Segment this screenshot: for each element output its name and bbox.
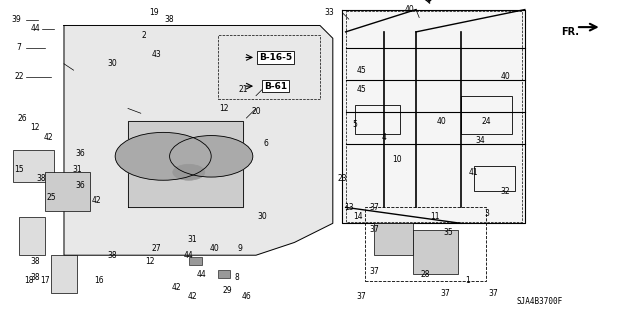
Circle shape bbox=[170, 136, 253, 177]
Text: 44: 44 bbox=[30, 24, 40, 33]
Text: 42: 42 bbox=[187, 292, 197, 301]
Bar bbox=[474, 166, 515, 191]
Bar bbox=[218, 270, 230, 278]
Text: 16: 16 bbox=[94, 276, 104, 285]
Polygon shape bbox=[64, 26, 333, 255]
Text: 45: 45 bbox=[356, 85, 367, 94]
Text: 32: 32 bbox=[500, 187, 511, 196]
Text: B-16-5: B-16-5 bbox=[259, 53, 292, 62]
Text: 8: 8 bbox=[234, 273, 239, 282]
Polygon shape bbox=[342, 10, 525, 223]
Text: 26: 26 bbox=[17, 114, 28, 122]
Text: 40: 40 bbox=[500, 72, 511, 81]
Text: 27: 27 bbox=[152, 244, 162, 253]
Bar bbox=[374, 223, 413, 255]
Text: 37: 37 bbox=[440, 289, 450, 298]
Text: 46: 46 bbox=[241, 292, 252, 301]
Text: 44: 44 bbox=[184, 251, 194, 260]
Text: 37: 37 bbox=[369, 225, 380, 234]
Text: 25: 25 bbox=[46, 193, 56, 202]
Text: 4: 4 bbox=[381, 133, 387, 142]
Text: 22: 22 bbox=[15, 72, 24, 81]
Text: 9: 9 bbox=[237, 244, 243, 253]
Text: 45: 45 bbox=[356, 66, 367, 75]
Text: 11: 11 bbox=[431, 212, 440, 221]
Text: 42: 42 bbox=[43, 133, 53, 142]
Bar bbox=[19, 217, 45, 255]
Text: FR.: FR. bbox=[561, 27, 579, 37]
Text: 7: 7 bbox=[17, 43, 22, 52]
Text: 37: 37 bbox=[369, 267, 380, 276]
Text: 39: 39 bbox=[11, 15, 21, 24]
Polygon shape bbox=[45, 172, 90, 211]
Text: 30: 30 bbox=[257, 212, 268, 221]
Text: 38: 38 bbox=[30, 257, 40, 266]
Bar bbox=[51, 255, 77, 293]
Text: 5: 5 bbox=[353, 120, 358, 129]
Text: 40: 40 bbox=[404, 5, 415, 14]
Text: 28: 28 bbox=[421, 270, 430, 279]
Text: 37: 37 bbox=[356, 292, 367, 301]
Text: 40: 40 bbox=[436, 117, 447, 126]
Text: 18: 18 bbox=[24, 276, 33, 285]
Text: 24: 24 bbox=[481, 117, 492, 126]
Text: 34: 34 bbox=[475, 136, 485, 145]
Text: 44: 44 bbox=[196, 270, 207, 279]
Text: 1: 1 bbox=[465, 276, 470, 285]
Text: 41: 41 bbox=[468, 168, 479, 177]
Polygon shape bbox=[128, 121, 243, 207]
Text: 29: 29 bbox=[222, 286, 232, 295]
Text: 38: 38 bbox=[164, 15, 175, 24]
Text: 23: 23 bbox=[337, 174, 348, 183]
Bar bbox=[189, 257, 202, 265]
Bar bbox=[365, 207, 486, 281]
Text: 13: 13 bbox=[344, 203, 354, 212]
Text: 30: 30 bbox=[107, 59, 117, 68]
Text: 21: 21 bbox=[239, 85, 248, 94]
Text: 37: 37 bbox=[488, 289, 498, 298]
Text: 43: 43 bbox=[152, 50, 162, 59]
Text: 42: 42 bbox=[91, 197, 101, 205]
Text: 42: 42 bbox=[171, 283, 181, 292]
Text: 12: 12 bbox=[146, 257, 155, 266]
Text: 38: 38 bbox=[107, 251, 117, 260]
Text: 31: 31 bbox=[187, 235, 197, 244]
Text: 14: 14 bbox=[353, 212, 364, 221]
Text: 15: 15 bbox=[14, 165, 24, 174]
Bar bbox=[13, 150, 54, 182]
Text: 12: 12 bbox=[220, 104, 228, 113]
Text: 38: 38 bbox=[30, 273, 40, 282]
Text: 12: 12 bbox=[31, 123, 40, 132]
Bar bbox=[218, 35, 320, 99]
Text: 36: 36 bbox=[75, 181, 85, 189]
Text: 19: 19 bbox=[148, 8, 159, 17]
Text: 40: 40 bbox=[209, 244, 220, 253]
Text: 2: 2 bbox=[141, 31, 147, 40]
Bar bbox=[355, 105, 400, 134]
Text: 17: 17 bbox=[40, 276, 50, 285]
Bar bbox=[461, 96, 512, 134]
Bar bbox=[413, 230, 458, 274]
Text: SJA4B3700F: SJA4B3700F bbox=[517, 297, 563, 306]
Text: 20: 20 bbox=[251, 107, 261, 116]
Circle shape bbox=[115, 132, 211, 180]
Text: B-61: B-61 bbox=[264, 82, 287, 91]
Circle shape bbox=[173, 164, 205, 180]
Text: 36: 36 bbox=[75, 149, 85, 158]
Text: 37: 37 bbox=[369, 203, 380, 212]
Text: 35: 35 bbox=[443, 228, 453, 237]
Text: 3: 3 bbox=[484, 209, 489, 218]
Text: 10: 10 bbox=[392, 155, 402, 164]
Text: 6: 6 bbox=[263, 139, 268, 148]
Text: 31: 31 bbox=[72, 165, 82, 174]
Text: 38: 38 bbox=[36, 174, 47, 183]
Text: 33: 33 bbox=[324, 8, 335, 17]
